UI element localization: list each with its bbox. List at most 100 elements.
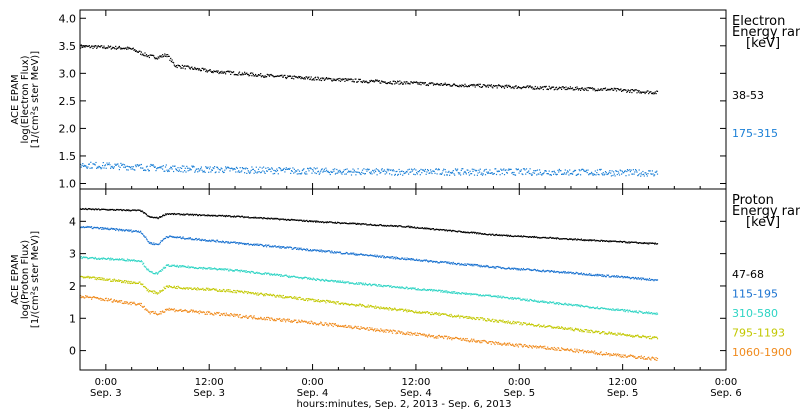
data-point: [399, 171, 401, 173]
data-point: [324, 79, 326, 81]
data-point: [418, 227, 420, 229]
data-point: [374, 254, 376, 256]
data-point: [211, 169, 213, 171]
data-point: [483, 295, 485, 297]
data-point: [427, 312, 429, 314]
data-point: [151, 271, 153, 273]
data-point: [362, 172, 364, 174]
data-point: [426, 289, 428, 292]
data-point: [485, 264, 487, 267]
data-point: [271, 75, 273, 77]
data-point: [643, 336, 645, 338]
data-point: [424, 312, 426, 314]
data-point: [382, 170, 384, 172]
data-point: [245, 314, 247, 317]
data-point: [592, 89, 594, 91]
data-point: [628, 276, 630, 278]
data-point: [274, 273, 276, 275]
data-point: [613, 240, 615, 242]
data-point: [156, 314, 159, 316]
data-point: [108, 299, 110, 301]
data-point: [372, 80, 374, 82]
data-point: [217, 241, 219, 243]
data-point: [129, 230, 131, 232]
data-point: [608, 309, 610, 311]
data-point: [610, 87, 612, 90]
data-point: [148, 170, 150, 172]
data-point: [479, 232, 481, 234]
data-point: [655, 93, 657, 95]
data-point: [636, 92, 638, 94]
data-point: [225, 269, 227, 271]
data-point: [380, 171, 382, 174]
data-point: [644, 278, 646, 281]
data-point: [540, 270, 542, 272]
data-point: [186, 238, 188, 240]
data-point: [480, 295, 482, 297]
data-point: [336, 222, 338, 224]
data-point: [123, 280, 126, 282]
data-point: [570, 303, 572, 305]
data-point: [317, 77, 320, 79]
data-point: [240, 317, 242, 319]
data-point: [350, 282, 353, 284]
data-point: [481, 317, 484, 319]
data-point: [555, 87, 557, 89]
data-point: [386, 225, 388, 227]
data-point: [328, 171, 330, 173]
data-point: [379, 285, 381, 287]
data-point: [528, 268, 530, 270]
data-point: [373, 284, 375, 286]
data-point: [448, 315, 450, 317]
data-point: [371, 173, 373, 175]
data-point: [604, 240, 606, 242]
data-point: [635, 89, 637, 91]
data-point: [105, 258, 107, 260]
data-point: [655, 336, 657, 338]
data-point: [259, 272, 261, 275]
data-point: [329, 280, 331, 282]
data-point: [213, 240, 215, 242]
data-point: [563, 173, 565, 175]
data-point: [289, 246, 291, 248]
data-point: [424, 82, 426, 84]
data-point: [181, 237, 183, 239]
data-point: [121, 258, 123, 260]
data-point: [555, 302, 558, 304]
data-point: [507, 169, 509, 171]
data-point: [416, 289, 418, 291]
data-point: [394, 308, 396, 310]
data-point: [361, 223, 363, 225]
data-point: [320, 221, 323, 223]
data-point: [259, 318, 261, 320]
data-point: [284, 74, 286, 76]
data-point: [304, 249, 306, 251]
data-point: [224, 242, 226, 244]
data-point: [281, 169, 283, 171]
data-point: [109, 259, 111, 261]
data-point: [614, 309, 616, 312]
data-point: [640, 175, 642, 177]
data-point: [156, 168, 158, 170]
data-point: [395, 309, 397, 311]
data-point: [498, 234, 500, 236]
data-point: [612, 275, 614, 277]
data-point: [126, 48, 128, 50]
data-point: [89, 276, 91, 278]
data-point: [143, 235, 145, 237]
data-point: [457, 293, 459, 295]
data-point: [114, 209, 116, 211]
data-point: [244, 243, 246, 245]
data-point: [460, 231, 462, 233]
data-point: [621, 308, 623, 311]
data-point: [503, 87, 506, 89]
data-point: [121, 47, 123, 49]
data-point: [499, 85, 501, 87]
data-point: [182, 266, 184, 268]
data-point: [645, 279, 648, 281]
data-point: [182, 214, 184, 216]
data-point: [245, 72, 247, 75]
data-point: [168, 285, 170, 287]
data-point: [302, 220, 304, 222]
data-point: [156, 58, 158, 60]
